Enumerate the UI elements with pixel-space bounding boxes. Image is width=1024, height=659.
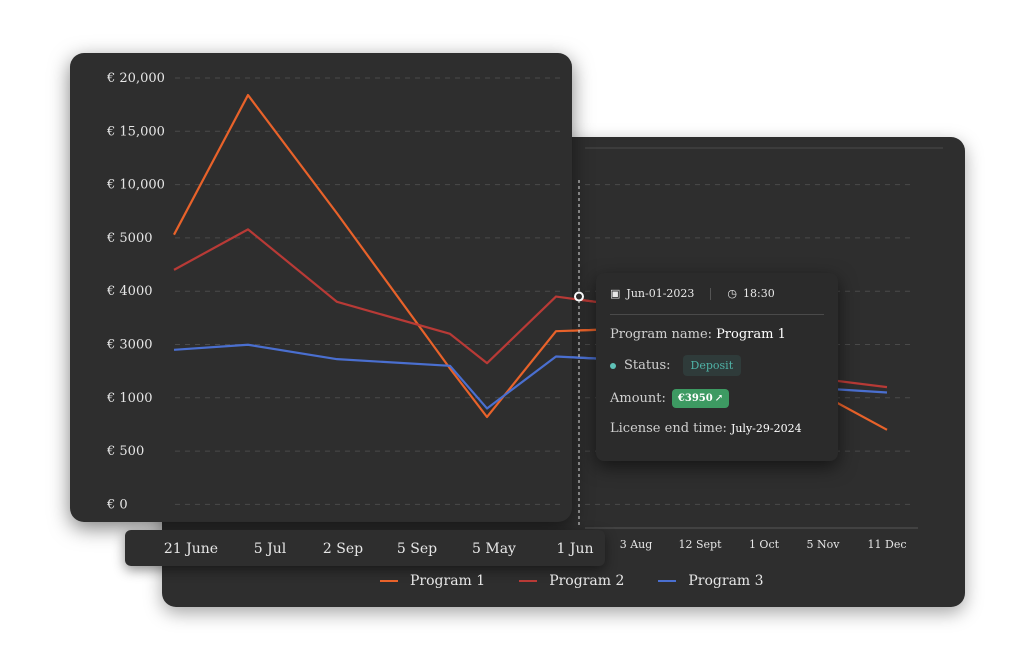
x-tick-label: 2 Sep: [323, 541, 363, 557]
legend-swatch: [658, 580, 677, 582]
x-tick-label: 1 Oct: [749, 538, 780, 551]
legend-item-program-1[interactable]: Program 1: [380, 573, 485, 589]
x-tick-label: 5 Sep: [397, 541, 437, 557]
y-tick-label: € 5000: [106, 231, 153, 246]
legend: Program 1 Program 2 Program 3: [380, 573, 764, 589]
amount-row: Amount: €3950 ↗: [610, 389, 824, 408]
y-tick-label: € 0: [106, 497, 128, 512]
amount-value: €3950: [677, 393, 713, 404]
legend-label: Program 2: [549, 573, 625, 589]
trend-up-icon: ↗: [714, 393, 724, 404]
tooltip-header: ▣ Jun-01-2023 ◷ 18:30: [610, 287, 824, 300]
license-label: License end time:: [610, 421, 727, 436]
program-value: Program 1: [716, 327, 786, 342]
status-badge: Deposit: [682, 355, 742, 376]
program-label: Program name:: [610, 327, 713, 342]
y-tick-label: € 4000: [106, 284, 153, 299]
x-tick-label: 3 Aug: [620, 538, 653, 551]
legend-label: Program 1: [410, 573, 486, 589]
x-tick-label: 11 Dec: [868, 538, 907, 551]
x-tick-label: 5 Jul: [254, 541, 287, 557]
legend-swatch: [519, 580, 538, 582]
tooltip-divider: [610, 314, 824, 315]
y-tick-label: € 3000: [106, 338, 153, 353]
amount-label: Amount:: [610, 391, 666, 406]
legend-item-program-3[interactable]: Program 3: [658, 573, 764, 589]
legend-swatch: [380, 580, 398, 582]
x-tick-label: 5 Nov: [807, 538, 841, 551]
series-line: [173, 343, 596, 410]
y-tick-label: € 500: [106, 444, 144, 459]
calendar-icon: ▣: [610, 287, 621, 300]
y-tick-label: € 20,000: [106, 71, 165, 86]
amount-badge: €3950 ↗: [671, 389, 730, 408]
x-tick-label: 21 June: [164, 541, 218, 557]
x-tick-label: 1 Jun: [556, 541, 593, 557]
status-label: Status:: [624, 358, 671, 373]
y-tick-label: € 15,000: [106, 124, 165, 139]
series-line: [173, 228, 596, 365]
tooltip-date: Jun-01-2023: [626, 287, 695, 300]
x-tick-label: 5 May: [472, 541, 516, 557]
crosshair-marker: [574, 291, 584, 302]
y-tick-label: € 10,000: [106, 178, 165, 193]
tooltip-time: 18:30: [743, 287, 775, 300]
program-row: Program name: Program 1: [610, 327, 824, 342]
x-axis-strip: [125, 530, 605, 566]
status-row: Status: Deposit: [610, 355, 824, 376]
license-row: License end time: July-29-2024: [610, 421, 824, 436]
header-divider: [710, 287, 712, 300]
y-tick-label: € 1000: [106, 391, 153, 406]
status-dot: [610, 362, 616, 369]
license-value: July-29-2024: [730, 422, 802, 435]
series-line: [173, 93, 596, 419]
legend-label: Program 3: [688, 573, 764, 589]
clock-icon: ◷: [727, 287, 738, 300]
legend-item-program-2[interactable]: Program 2: [519, 573, 624, 589]
x-tick-label: 12 Sept: [678, 538, 722, 551]
data-tooltip: ▣ Jun-01-2023 ◷ 18:30 Program name: Prog…: [596, 273, 838, 461]
